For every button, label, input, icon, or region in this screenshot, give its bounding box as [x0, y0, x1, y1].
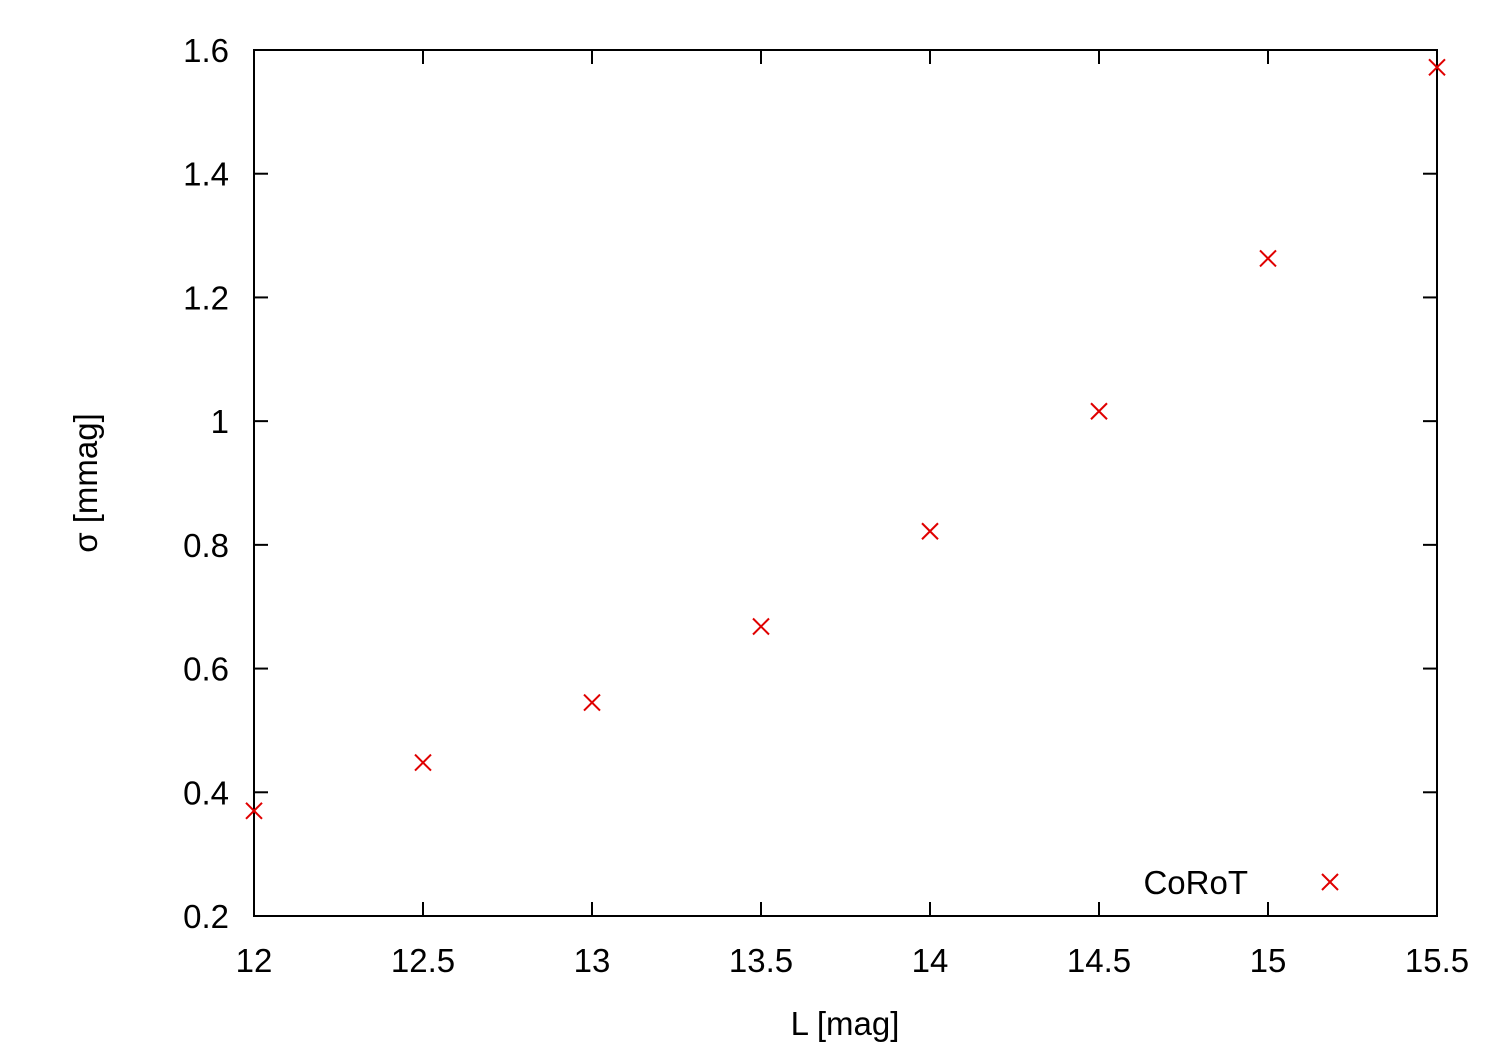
data-point	[752, 617, 770, 636]
y-tick-label: 0.4	[183, 774, 229, 811]
y-tick-label: 0.6	[183, 651, 229, 688]
data-point	[921, 522, 939, 540]
y-axis-title: σ [mmag]	[67, 413, 104, 553]
x-tick-label: 13.5	[729, 942, 793, 979]
x-tick-label: 12.5	[391, 942, 455, 979]
y-tick-labels: 0.2 0.4 0.6 0.8 1 1.2 1.4 1.6	[183, 32, 229, 935]
x-tick-label: 15	[1250, 942, 1287, 979]
x-tick-label: 12	[236, 942, 273, 979]
data-point	[245, 802, 263, 820]
data-point	[1428, 58, 1446, 77]
legend: CoRoT	[1143, 864, 1339, 901]
x-axis-title: L [mag]	[791, 1005, 900, 1042]
plot-frame	[253, 49, 1438, 917]
y-tick-label: 0.2	[183, 898, 229, 935]
y-tick-label: 1	[211, 403, 229, 440]
data-point	[1090, 402, 1108, 420]
data-point	[414, 753, 432, 772]
y-tick-label: 0.8	[183, 527, 229, 564]
y-tick-label: 1.4	[183, 156, 229, 193]
x-tick-label: 15.5	[1405, 942, 1469, 979]
data-point	[1259, 249, 1277, 268]
x-tick-label: 13	[574, 942, 611, 979]
tick-marks	[253, 49, 1438, 917]
y-tick-label: 1.2	[183, 279, 229, 316]
legend-marker-corot	[1321, 873, 1339, 891]
y-tick-label: 1.6	[183, 32, 229, 69]
x-tick-label: 14	[912, 942, 949, 979]
data-points	[245, 58, 1446, 820]
data-point	[583, 693, 601, 712]
x-tick-labels: 12 12.5 13 13.5 14 14.5 15 15.5	[236, 942, 1469, 979]
legend-marker-x	[1321, 873, 1339, 891]
legend-label-corot: CoRoT	[1143, 864, 1248, 901]
x-tick-label: 14.5	[1067, 942, 1131, 979]
